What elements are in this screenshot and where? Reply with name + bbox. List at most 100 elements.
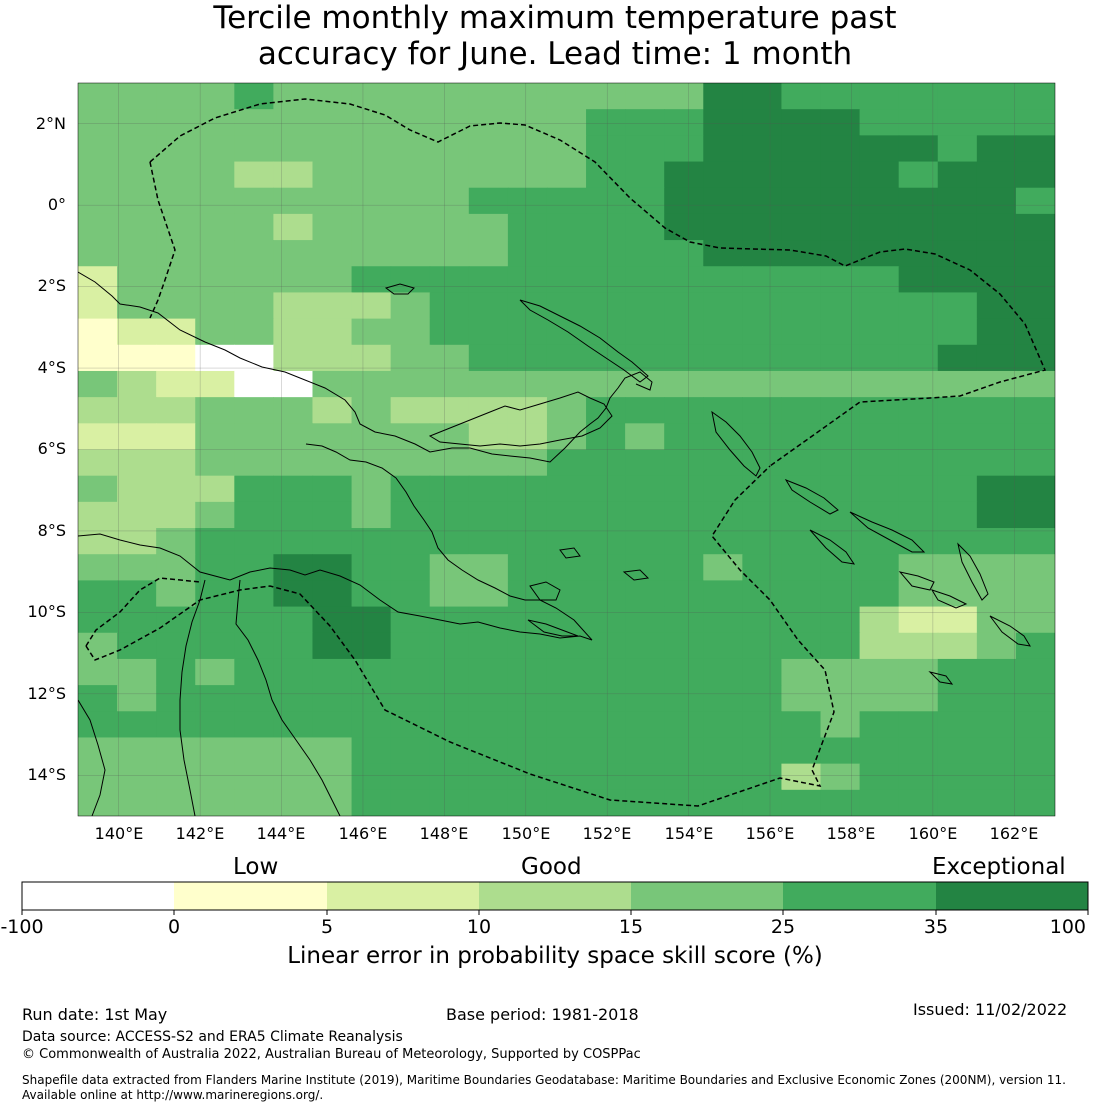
coastline-dentrecasteaux [529,581,561,601]
grid-cell [156,606,196,634]
lat-label-2s: 2°S [38,276,66,295]
grid-cell [351,423,392,451]
grid-cell [976,135,1017,163]
coastlines [78,271,1031,816]
grid-cell [898,266,939,294]
grid-cell [625,658,665,686]
grid-cell [351,135,392,163]
grid-cell [195,187,235,215]
grid-cell [703,632,743,660]
grid-cell [117,187,157,215]
grid-cell [429,161,470,189]
grid-cell [859,737,900,765]
grid-cell [351,528,392,555]
lon-label-158e: 158°E [827,824,876,843]
grid-cell [625,580,665,608]
grid-cell [195,763,235,791]
grid-cell [898,344,939,372]
grid-cell [625,423,665,451]
grid-cell [586,318,626,346]
grid-cell [703,213,743,241]
grid-cell [1015,528,1055,555]
grid-cell [273,737,314,765]
colorbar-tick-label-6: 35 [924,916,948,938]
grid-cell [468,266,509,294]
grid-cell [117,266,157,294]
grid-cell [78,528,118,555]
grid-cell [234,763,274,791]
grid-cell [976,83,1017,110]
grid-cell [1015,292,1055,320]
grid-cell [429,528,470,555]
grid-cell [507,187,548,215]
grid-cell [898,711,939,739]
grid-cell [820,161,861,189]
grid-cell [351,370,392,398]
grid-cell [898,685,939,712]
grid-cell [781,685,822,712]
grid-cell [351,606,392,634]
grid-cell [625,449,665,477]
grid-cell [976,711,1017,739]
grid-cell [429,109,470,136]
grid-cell [859,292,900,320]
grid-cell [898,187,939,215]
grid-cell [351,240,392,267]
grid-cell [195,737,235,765]
grid-cell [859,658,900,686]
grid-cell [312,711,353,739]
grid-cell [195,213,235,241]
grid-cell [507,370,548,398]
grid-cell [312,658,353,686]
grid-cell [937,737,978,765]
grid-cell [78,240,118,267]
grid-cell [351,292,392,320]
grid-cell [898,606,939,634]
grid-cell [546,213,587,241]
grid-cell [195,528,235,555]
grid-cell [742,632,783,660]
grid-cell [820,606,861,634]
grid-cell [78,187,118,215]
grid-cell [664,187,704,215]
coastline-cape-york-east [235,579,341,816]
grid-cell [507,423,548,451]
grid-cell [273,528,314,555]
issued-date: Issued: 11/02/2022 [913,1000,1068,1019]
grid-cell [429,449,470,477]
grid-cell [234,318,274,346]
grid-cell [117,318,157,346]
grid-cell [586,501,626,529]
coastline-bougainville [711,410,761,477]
grid-cell [429,240,470,267]
grid-cell [703,423,743,451]
grid-cell [781,135,822,163]
grid-cell [78,501,118,529]
grid-cell [546,187,587,215]
grid-cell [586,187,626,215]
grid-cell [312,528,353,555]
grid-cell [507,161,548,189]
coastline-gulf-carpentaria [78,699,106,816]
grid-cell [937,213,978,241]
graticule [78,83,1055,816]
grid-cell [976,501,1017,529]
grid-cell [312,737,353,765]
grid-cell [742,711,783,739]
grid-cell [664,397,704,424]
lat-label-0: 0° [48,195,66,214]
grid-cell [117,397,157,424]
grid-cell [156,711,196,739]
grid-cell [742,187,783,215]
grid-cell [351,266,392,294]
grid-cell [625,161,665,189]
grid-cell [390,187,431,215]
grid-cell [625,528,665,555]
grid-cell [859,135,900,163]
grid-cell [234,554,274,581]
grid-cell [820,292,861,320]
grid-cell [195,83,235,110]
title-line-1: Tercile monthly maximum temperature past [213,0,897,36]
grid-cell [468,397,509,424]
